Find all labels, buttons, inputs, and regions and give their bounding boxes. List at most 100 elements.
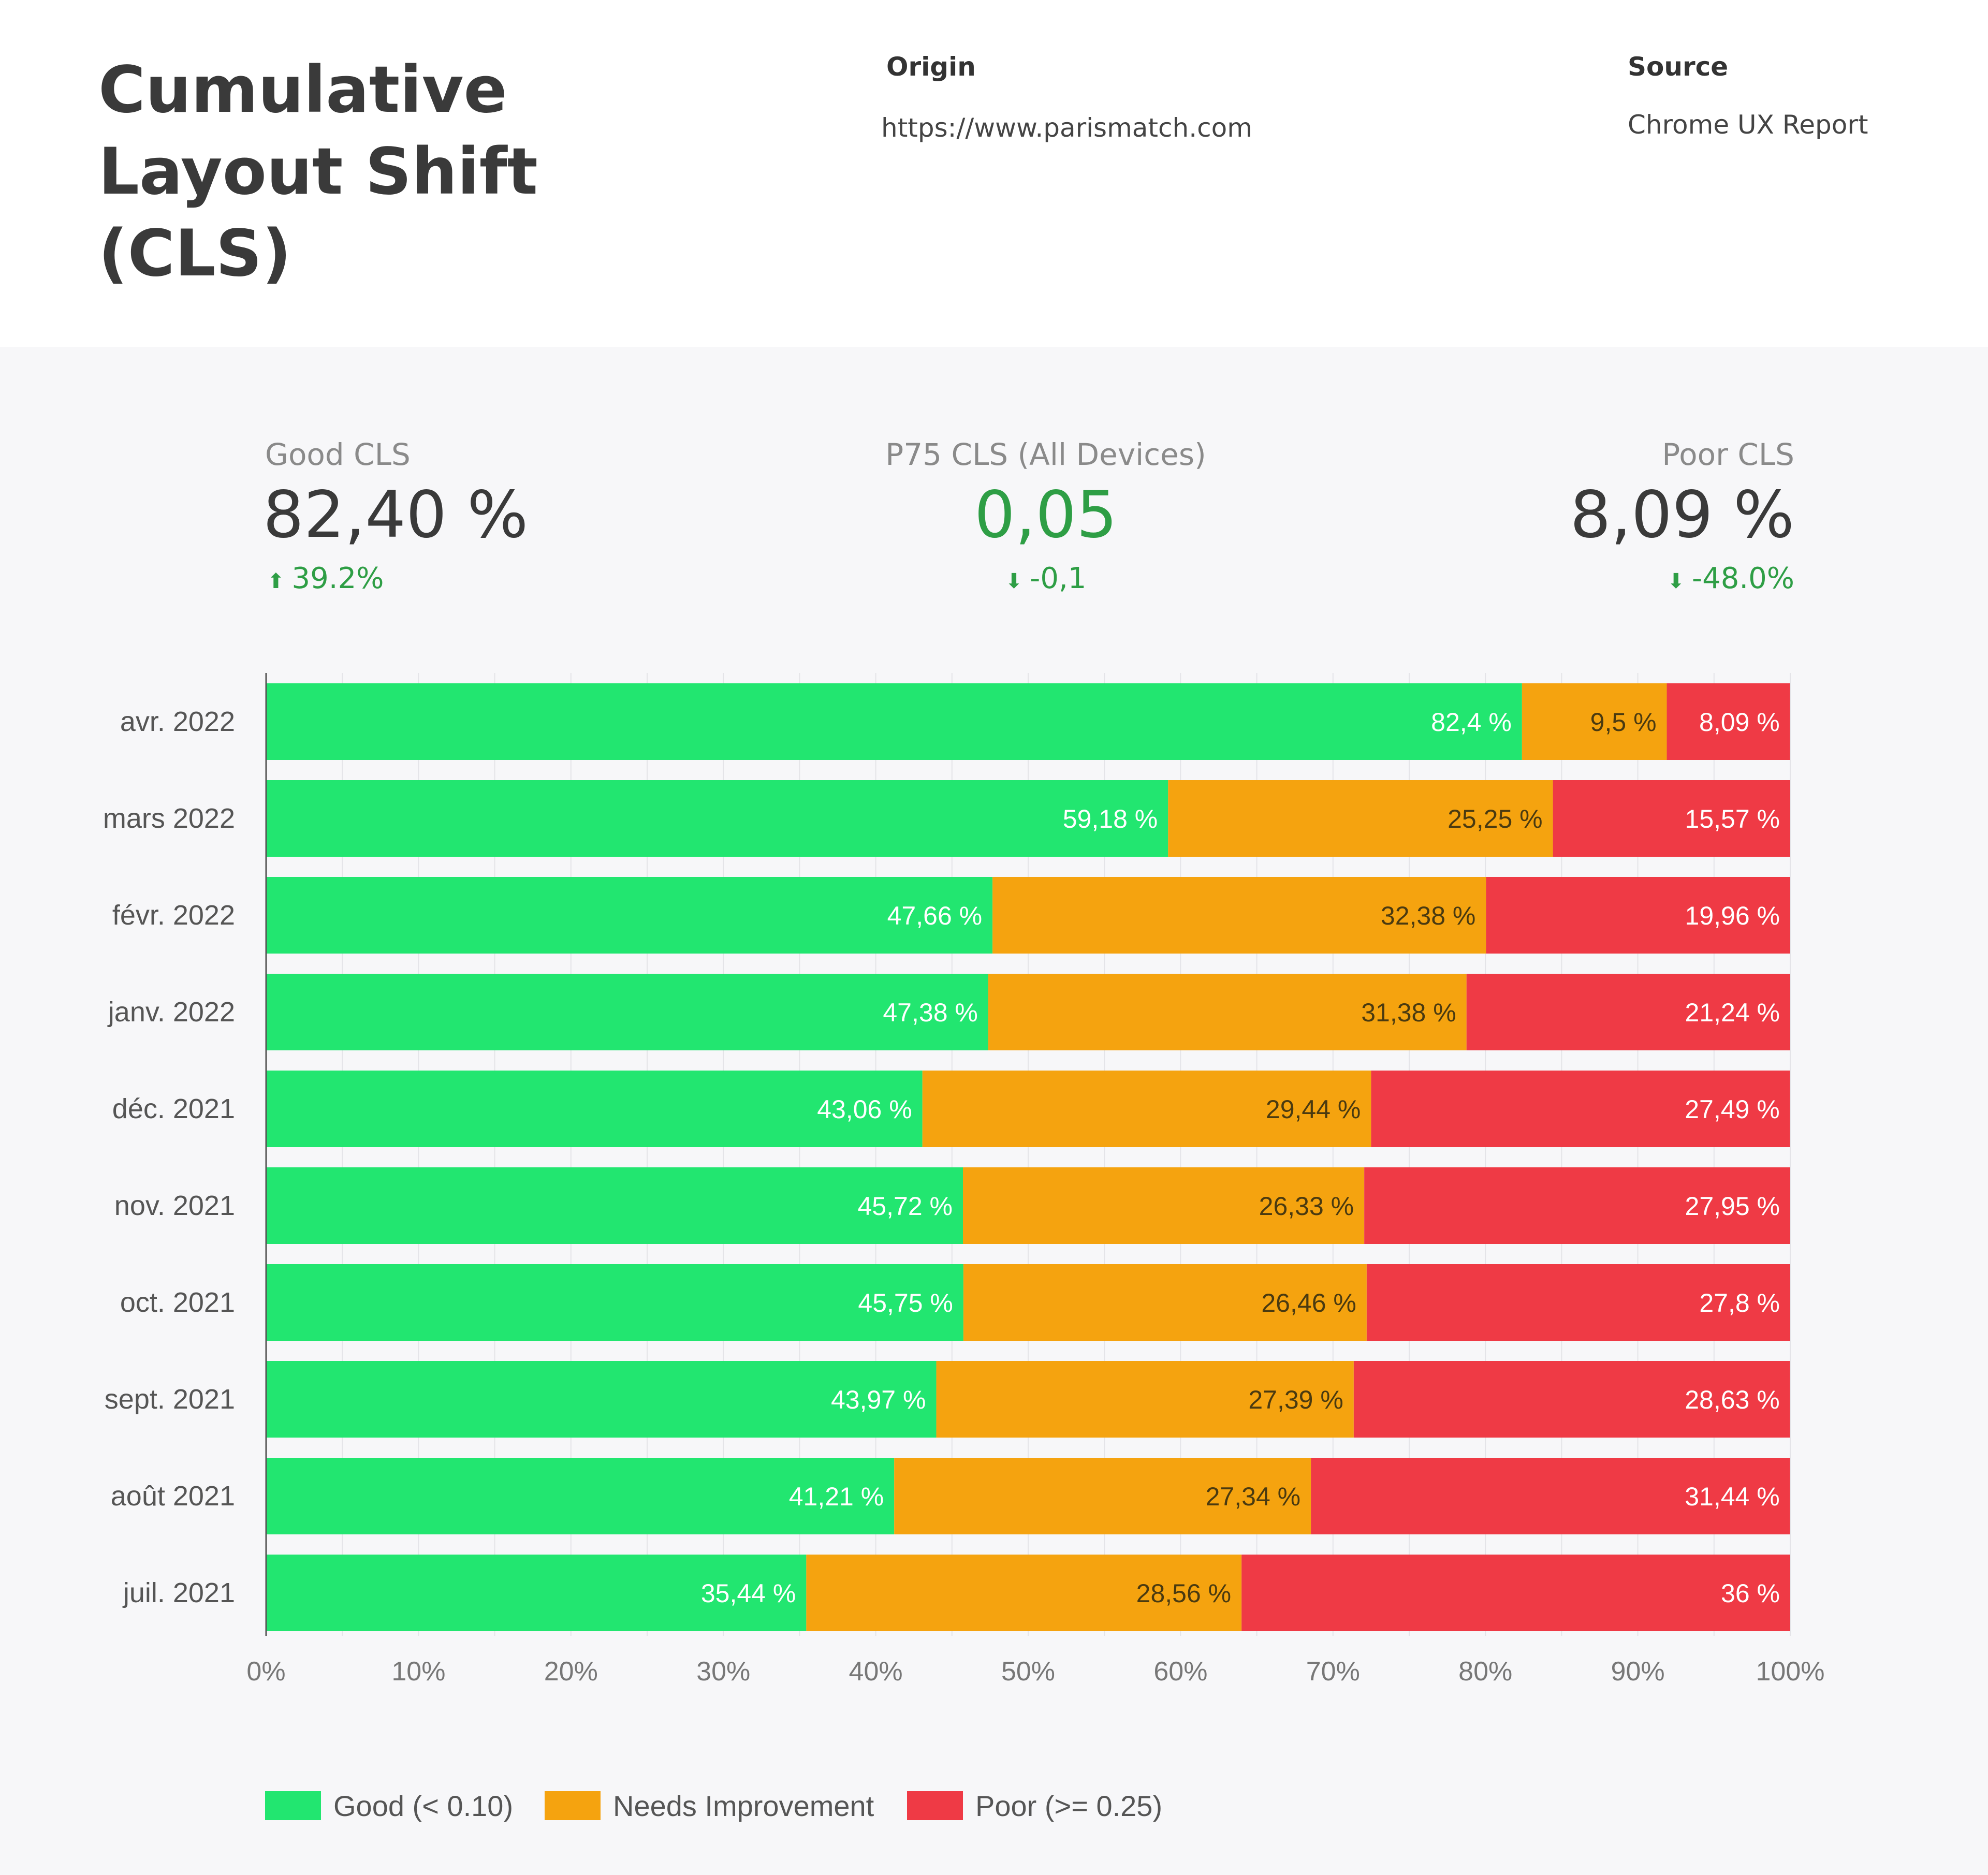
data-label: 27,8 % bbox=[1699, 1288, 1780, 1317]
data-label: 35,44 % bbox=[701, 1579, 796, 1608]
bar-segment-good bbox=[266, 1167, 963, 1244]
arrow-up-icon: ⬆ bbox=[267, 569, 285, 593]
bars bbox=[266, 683, 1790, 1631]
source-label: Source bbox=[1628, 52, 1729, 82]
bar-segment-needs-improvement bbox=[1522, 683, 1667, 760]
data-label: 28,56 % bbox=[1136, 1579, 1231, 1608]
data-label: 29,44 % bbox=[1266, 1095, 1361, 1124]
bar-segment-needs-improvement bbox=[963, 1264, 1367, 1341]
data-label: 28,63 % bbox=[1685, 1385, 1779, 1414]
legend-item-good: Good (< 0.10) bbox=[265, 1789, 514, 1822]
bar-segment-good bbox=[266, 780, 1168, 857]
data-label: 27,95 % bbox=[1685, 1192, 1780, 1221]
legend-swatch-poor bbox=[907, 1791, 963, 1820]
bar-segment-good bbox=[266, 974, 988, 1050]
x-tick-label: 70% bbox=[1306, 1657, 1360, 1687]
category-label: mars 2022 bbox=[103, 803, 235, 834]
data-label: 27,39 % bbox=[1248, 1385, 1343, 1414]
data-label: 9,5 % bbox=[1590, 708, 1657, 737]
legend-swatch-needs-improvement bbox=[545, 1791, 601, 1820]
bar-segment-poor bbox=[1353, 1361, 1790, 1438]
p75-cls-value: 0,05 bbox=[974, 478, 1118, 552]
bar-segment-needs-improvement bbox=[992, 877, 1486, 954]
p75-cls-change: ⬇ -0,1 bbox=[880, 562, 1211, 595]
bar-segment-needs-improvement bbox=[922, 1071, 1371, 1147]
arrow-down-icon: ⬇ bbox=[1667, 569, 1685, 593]
bar-segment-good bbox=[266, 1071, 923, 1147]
data-label: 15,57 % bbox=[1685, 804, 1780, 833]
poor-cls-label: Poor CLS bbox=[1662, 437, 1794, 472]
data-label: 31,44 % bbox=[1685, 1482, 1779, 1511]
bar-segment-good bbox=[266, 1264, 963, 1341]
axes: avr. 2022 mars 2022 févr. 2022 janv. 2022 dé… bbox=[103, 673, 1825, 1687]
bar-segment-good bbox=[266, 1361, 937, 1438]
bar-segment-good bbox=[266, 1458, 895, 1534]
bar-segment-poor bbox=[1311, 1458, 1790, 1534]
bar-segment-needs-improvement bbox=[936, 1361, 1354, 1438]
x-tick-label: 0% bbox=[246, 1657, 285, 1687]
page-title: Cumulative Layout Shift (CLS) bbox=[98, 53, 538, 291]
x-tick-label: 10% bbox=[391, 1657, 445, 1687]
data-label: 43,97 % bbox=[831, 1385, 926, 1414]
legend-swatch-good bbox=[265, 1791, 321, 1820]
data-label: 47,66 % bbox=[887, 901, 982, 930]
poor-cls-change-text: -48.0% bbox=[1691, 562, 1794, 595]
bar-segment-poor bbox=[1364, 1167, 1790, 1244]
poor-cls-value: 8,09 % bbox=[1570, 478, 1794, 552]
good-cls-label: Good CLS bbox=[265, 437, 411, 472]
data-label: 26,33 % bbox=[1259, 1192, 1354, 1221]
bar-segment-poor bbox=[1241, 1555, 1790, 1631]
data-label: 45,75 % bbox=[858, 1288, 953, 1317]
bar-segment-good bbox=[266, 683, 1522, 760]
category-label: oct. 2021 bbox=[120, 1287, 235, 1318]
legend-label-good: Good (< 0.10) bbox=[333, 1789, 514, 1822]
data-label: 31,38 % bbox=[1361, 998, 1456, 1027]
bar-segment-poor bbox=[1667, 683, 1790, 760]
bar-segment-needs-improvement bbox=[988, 974, 1467, 1050]
category-label: févr. 2022 bbox=[112, 900, 235, 931]
data-label: 32,38 % bbox=[1381, 901, 1475, 930]
x-tick-label: 40% bbox=[849, 1657, 903, 1687]
category-label: avr. 2022 bbox=[120, 706, 235, 737]
legend-label-poor: Poor (>= 0.25) bbox=[975, 1789, 1163, 1822]
bar-segment-needs-improvement bbox=[962, 1167, 1365, 1244]
origin-value: https://www.parismatch.com bbox=[881, 113, 1252, 143]
bar-segment-good bbox=[266, 1555, 807, 1631]
data-label: 45,72 % bbox=[858, 1192, 953, 1221]
x-tick-label: 20% bbox=[544, 1657, 598, 1687]
x-tick-label: 60% bbox=[1153, 1657, 1207, 1687]
bar-segment-needs-improvement bbox=[894, 1458, 1311, 1534]
legend-label-needs-improvement: Needs Improvement bbox=[613, 1789, 874, 1822]
data-label: 41,21 % bbox=[789, 1482, 884, 1511]
data-label: 43,06 % bbox=[817, 1095, 912, 1124]
data-label: 26,46 % bbox=[1261, 1288, 1356, 1317]
x-tick-label: 80% bbox=[1458, 1657, 1512, 1687]
x-tick-label: 90% bbox=[1611, 1657, 1665, 1687]
bar-segment-needs-improvement bbox=[806, 1555, 1242, 1631]
bar-labels: 82,4 % 9,5 % 8,09 % 59,18 % 25,25 % 15,57 % 47… bbox=[701, 708, 1780, 1608]
x-tick-label: 50% bbox=[1001, 1657, 1055, 1687]
bar-segment-poor bbox=[1486, 877, 1790, 954]
bar-segment-poor bbox=[1553, 780, 1790, 857]
bar-segment-needs-improvement bbox=[1168, 780, 1553, 857]
category-label: juil. 2021 bbox=[122, 1577, 235, 1608]
bar-segment-poor bbox=[1371, 1071, 1790, 1147]
data-label: 8,09 % bbox=[1699, 708, 1780, 737]
arrow-down-icon: ⬇ bbox=[1005, 569, 1023, 593]
good-cls-change-text: 39.2% bbox=[291, 562, 384, 595]
legend-item-poor: Poor (>= 0.25) bbox=[907, 1789, 1163, 1822]
source-value: Chrome UX Report bbox=[1628, 110, 1868, 140]
data-label: 47,38 % bbox=[883, 998, 977, 1027]
data-label: 27,34 % bbox=[1206, 1482, 1300, 1511]
bar-segment-poor bbox=[1366, 1264, 1790, 1341]
data-label: 59,18 % bbox=[1063, 804, 1158, 833]
category-label: nov. 2021 bbox=[114, 1190, 235, 1221]
p75-cls-label: P75 CLS (All Devices) bbox=[885, 437, 1206, 472]
bar-segment-poor bbox=[1466, 974, 1790, 1050]
legend-item-needs-improvement: Needs Improvement bbox=[545, 1789, 874, 1822]
bar-segment-good bbox=[266, 877, 993, 954]
data-label: 82,4 % bbox=[1431, 708, 1512, 737]
data-label: 21,24 % bbox=[1685, 998, 1780, 1027]
data-label: 19,96 % bbox=[1685, 901, 1780, 930]
